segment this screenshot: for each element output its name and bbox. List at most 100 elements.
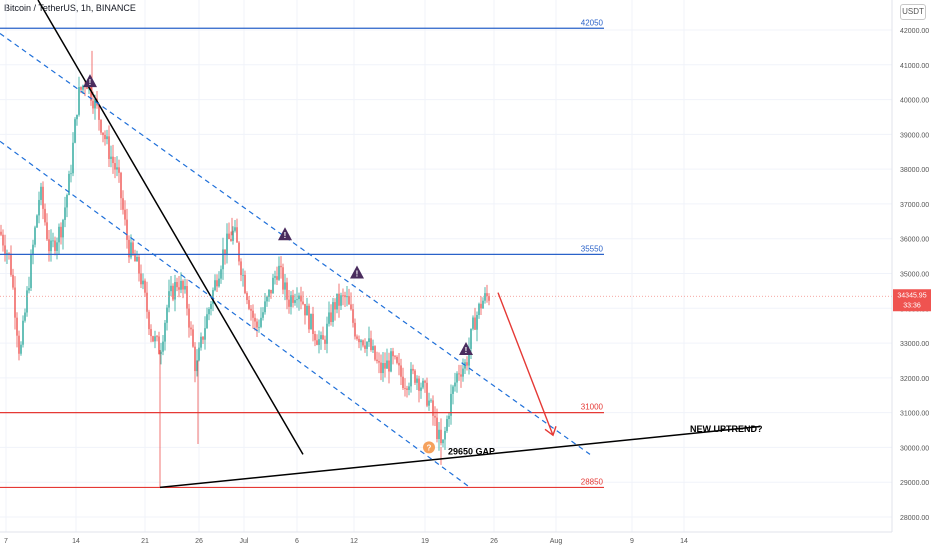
candle-body [250, 308, 252, 311]
currency-badge[interactable]: USDT [900, 4, 926, 20]
candle-body [288, 299, 290, 307]
candles [0, 50, 490, 488]
candle-body [76, 114, 78, 120]
candle-body [300, 295, 302, 302]
candle-body [24, 312, 26, 321]
downtrend-line [37, 0, 304, 455]
candle-body [294, 300, 296, 303]
annotations: !!!!? 29650 GAP NEW UPTREND? [83, 74, 763, 456]
candle-body [426, 382, 428, 406]
candle-body [324, 339, 326, 344]
candle-body [278, 265, 280, 280]
candle-body [218, 278, 220, 287]
candle-body [366, 341, 368, 349]
x-tick-label: 12 [350, 538, 358, 545]
candle-body [388, 360, 390, 372]
candle-body [368, 338, 370, 342]
candle-body [156, 336, 158, 338]
level-label-35550: 35550 [581, 244, 604, 253]
candle-body [154, 336, 156, 342]
candle-body [348, 296, 350, 305]
candle-body [212, 290, 214, 304]
candle-body [10, 253, 12, 275]
candle-body [340, 295, 342, 306]
candle-body [40, 186, 42, 200]
candle-body [22, 320, 24, 345]
candle-body [146, 292, 148, 312]
x-tick-label: Aug [550, 538, 563, 545]
candle-body [418, 378, 420, 391]
candle-body [342, 295, 344, 297]
candle-body [448, 415, 450, 420]
y-tick-label: 30000.00 [900, 445, 929, 452]
candle-body [132, 242, 134, 254]
projection-arrow-head [544, 426, 557, 437]
candle-body [468, 348, 470, 366]
candle-body [26, 290, 28, 313]
y-tick-label: 37000.00 [900, 202, 929, 209]
candle-body [314, 333, 316, 341]
candle-body [292, 295, 294, 303]
candle-body [228, 233, 230, 239]
candle-body [394, 356, 396, 358]
candle-body [478, 303, 480, 315]
candle-body [236, 227, 238, 243]
candle-body [98, 105, 100, 120]
candle-body [488, 296, 490, 301]
candle-body [12, 274, 14, 288]
candle-body [62, 219, 64, 238]
candle-body [176, 282, 178, 288]
candle-body [86, 86, 88, 90]
candle-body [320, 335, 322, 340]
candle-body [216, 280, 218, 287]
candle-body [32, 244, 34, 256]
candle-body [172, 285, 174, 300]
candle-body [268, 289, 270, 297]
candle-body [54, 240, 56, 251]
candle-body [428, 400, 430, 406]
channel-upper-line [0, 32, 591, 455]
candle-body [166, 307, 168, 323]
warning-icon [459, 342, 473, 356]
candle-body [124, 209, 126, 220]
candle-body [302, 301, 304, 305]
candle-body [264, 301, 266, 313]
candle-body [354, 322, 356, 337]
candle-body [408, 386, 410, 390]
candle-body [248, 300, 250, 309]
candle-body [184, 286, 186, 290]
candle-body [254, 317, 256, 322]
candle-body [200, 336, 202, 348]
candle-body [204, 328, 206, 340]
candle-body [112, 156, 114, 164]
candle-body [336, 293, 338, 310]
candle-body [136, 256, 138, 262]
candle-body [126, 219, 128, 240]
candle-body [412, 368, 414, 371]
horizontal-levels: 42050 35550 31000 28850 [0, 18, 892, 489]
candle-body [196, 360, 198, 372]
x-tick-label: 14 [680, 538, 688, 545]
candle-body [456, 373, 458, 383]
candle-body [256, 321, 258, 328]
candle-body [2, 234, 4, 246]
candle-body [152, 336, 154, 342]
candle-body [432, 400, 434, 416]
candle-body [330, 312, 332, 323]
x-tick-label: 7 [4, 538, 8, 545]
y-tick-label: 35000.00 [900, 272, 929, 279]
candle-body [370, 338, 372, 351]
candle-body [164, 322, 166, 342]
candle-body [282, 267, 284, 290]
warning-icon-glyph: ! [284, 231, 287, 240]
candle-body [42, 186, 44, 209]
candle-body [80, 87, 82, 90]
x-tick-label: 26 [490, 538, 498, 545]
candle-body [232, 230, 234, 241]
candle-body [56, 242, 58, 251]
candle-body [472, 317, 474, 329]
candle-body [332, 302, 334, 323]
candle-body [226, 233, 228, 255]
